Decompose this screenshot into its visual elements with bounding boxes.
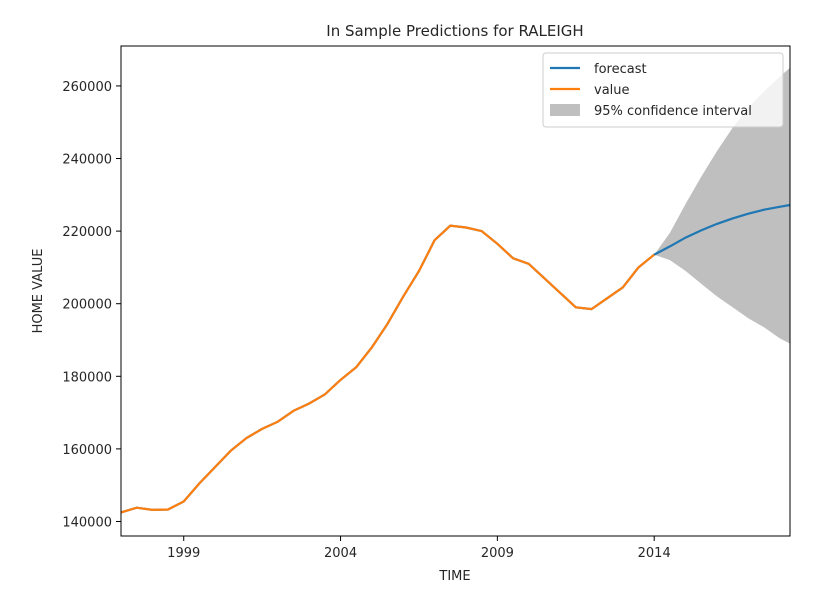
x-tick-label: 1999: [167, 546, 200, 561]
y-tick-label: 220000: [62, 225, 112, 240]
legend-value-label: value: [594, 83, 630, 98]
legend: forecast value 95% confidence interval: [542, 52, 784, 128]
legend-box: [542, 52, 784, 128]
legend-ci-swatch: [550, 104, 580, 116]
y-tick-label: 160000: [62, 443, 112, 458]
y-axis-ticks: 140000 160000 180000 200000 220000 240000 2600…: [62, 80, 121, 530]
x-tick-label: 2014: [638, 546, 671, 561]
y-axis-label: HOME VALUE: [31, 249, 46, 334]
plot-area: [120, 67, 791, 514]
x-axis-ticks: 1999 2004 2009 2014: [167, 536, 671, 561]
legend-ci-label: 95% confidence interval: [594, 104, 752, 119]
chart-title: In Sample Predictions for RALEIGH: [326, 22, 583, 40]
y-tick-label: 140000: [62, 515, 112, 530]
y-tick-label: 180000: [62, 370, 112, 385]
y-tick-label: 260000: [62, 80, 112, 95]
plot-frame: [120, 45, 791, 537]
value-line: [120, 224, 655, 514]
x-tick-label: 2009: [481, 546, 514, 561]
legend-forecast-label: forecast: [594, 62, 647, 77]
x-tick-label: 2004: [324, 546, 357, 561]
x-axis-label: TIME: [438, 569, 470, 584]
y-tick-label: 240000: [62, 153, 112, 168]
y-tick-label: 200000: [62, 298, 112, 313]
confidence-interval-band: [654, 67, 790, 344]
